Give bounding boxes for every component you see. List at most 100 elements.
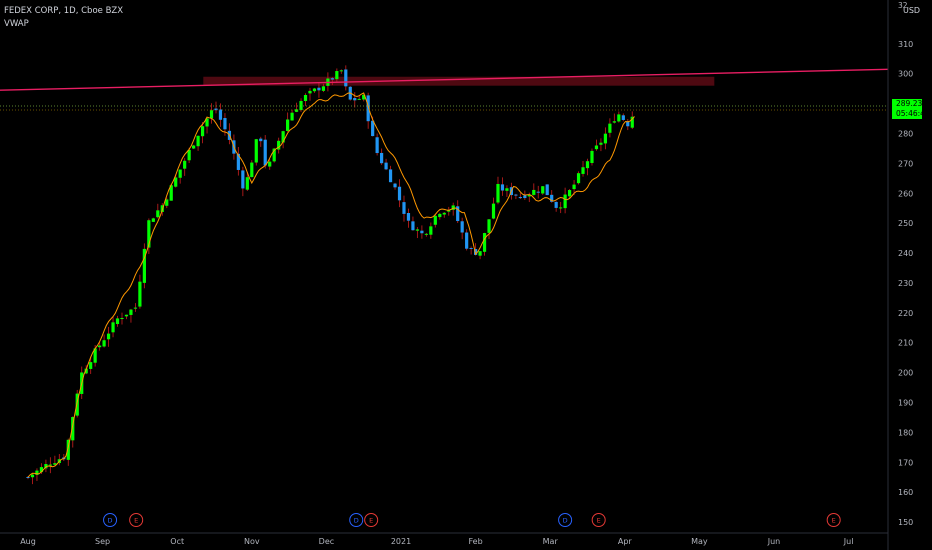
candle bbox=[496, 176, 500, 205]
price-tick-label: 240 bbox=[898, 249, 913, 258]
candle bbox=[375, 133, 379, 156]
indicator-label: VWAP bbox=[4, 19, 29, 29]
dividend-event-badge[interactable]: D bbox=[103, 513, 118, 527]
earnings-event-badge[interactable]: E bbox=[826, 513, 841, 527]
price-tick-label: 160 bbox=[898, 488, 913, 497]
candle bbox=[335, 68, 339, 82]
time-tick-label: Jun bbox=[767, 537, 781, 546]
candle bbox=[245, 171, 249, 191]
symbol-title: FEDEX CORP, 1D, Cboe BZX bbox=[4, 6, 124, 16]
candle bbox=[53, 455, 57, 467]
candle bbox=[89, 356, 93, 374]
resistance-zone[interactable] bbox=[203, 76, 715, 86]
price-tick-label: 230 bbox=[898, 279, 913, 288]
candle bbox=[277, 137, 281, 154]
earnings-event-badge[interactable]: E bbox=[364, 513, 379, 527]
candle bbox=[115, 315, 120, 327]
candle bbox=[554, 201, 558, 212]
price-tick-label: 190 bbox=[898, 398, 913, 407]
candle bbox=[317, 83, 321, 98]
candle bbox=[384, 158, 388, 171]
price-axis: 150 160 170 180 190 200 210 220 230 240 250 260 270 2… bbox=[887, 0, 913, 550]
candle bbox=[465, 229, 469, 251]
candle bbox=[174, 174, 178, 188]
time-tick-label: Jul bbox=[843, 537, 854, 546]
candle bbox=[563, 187, 567, 214]
candle bbox=[393, 182, 397, 190]
price-tick-label: 270 bbox=[898, 159, 913, 168]
top-price-label: 32 bbox=[898, 1, 908, 10]
candle bbox=[353, 92, 357, 108]
dividend-event-badge[interactable]: D bbox=[558, 513, 573, 527]
candle bbox=[268, 158, 272, 170]
price-tick-label: 310 bbox=[898, 40, 913, 49]
candle bbox=[294, 102, 299, 113]
candle bbox=[478, 251, 482, 260]
candle bbox=[424, 232, 428, 237]
candle bbox=[621, 113, 625, 122]
candle bbox=[406, 208, 411, 228]
candle bbox=[536, 185, 540, 199]
candle bbox=[415, 227, 420, 239]
time-tick-label: Dec bbox=[319, 537, 334, 546]
svg-text:D: D bbox=[563, 516, 568, 524]
resistance-trendline[interactable] bbox=[0, 68, 889, 91]
candle bbox=[388, 165, 393, 183]
candle bbox=[420, 225, 424, 239]
candle bbox=[545, 184, 549, 196]
candle bbox=[259, 136, 263, 147]
candle bbox=[151, 217, 155, 223]
candle bbox=[590, 148, 594, 166]
candle bbox=[491, 197, 496, 220]
time-tick-label: May bbox=[691, 537, 708, 546]
candle bbox=[299, 98, 303, 112]
candle bbox=[572, 180, 576, 196]
vwap-line bbox=[27, 92, 635, 478]
candle bbox=[567, 189, 572, 199]
dividend-event-badge[interactable]: D bbox=[349, 513, 364, 527]
price-tick-label: 180 bbox=[898, 428, 913, 437]
candle bbox=[397, 179, 402, 208]
svg-text:D: D bbox=[108, 516, 113, 524]
earnings-event-badge[interactable]: E bbox=[129, 513, 144, 527]
time-tick-label: Oct bbox=[170, 537, 184, 546]
currency-label[interactable]: USD bbox=[901, 6, 923, 15]
countdown-timer: 05:46:44 bbox=[896, 108, 930, 118]
candle bbox=[120, 312, 124, 325]
candle bbox=[303, 93, 308, 106]
svg-text:E: E bbox=[369, 516, 373, 524]
candle bbox=[330, 77, 334, 86]
candle bbox=[286, 112, 290, 132]
svg-text:E: E bbox=[597, 516, 601, 524]
candle bbox=[187, 147, 191, 164]
time-tick-label: Mar bbox=[543, 537, 559, 546]
candle bbox=[312, 87, 317, 93]
candle bbox=[192, 144, 196, 150]
svg-text:D: D bbox=[354, 516, 359, 524]
candle bbox=[98, 342, 102, 351]
price-tick-label: 250 bbox=[898, 219, 913, 228]
candle bbox=[57, 454, 61, 466]
candle bbox=[447, 206, 451, 216]
time-tick-label: Apr bbox=[618, 537, 633, 546]
resistance-zone-layer bbox=[203, 76, 715, 86]
candle bbox=[281, 130, 285, 149]
candle bbox=[576, 171, 581, 185]
candle bbox=[111, 316, 115, 338]
candle bbox=[30, 474, 35, 485]
time-tick-label: 2021 bbox=[391, 537, 411, 546]
candle bbox=[442, 212, 446, 218]
candle bbox=[612, 113, 616, 124]
price-tick-label: 210 bbox=[898, 339, 913, 348]
candle bbox=[585, 158, 590, 176]
candle bbox=[366, 92, 370, 129]
candle bbox=[241, 166, 245, 197]
candle bbox=[532, 183, 536, 196]
candle bbox=[102, 334, 106, 348]
candle bbox=[66, 438, 70, 466]
candle bbox=[263, 135, 267, 169]
earnings-event-badge[interactable]: E bbox=[591, 513, 606, 527]
price-tick-label: 300 bbox=[898, 70, 913, 79]
candle bbox=[451, 202, 455, 216]
